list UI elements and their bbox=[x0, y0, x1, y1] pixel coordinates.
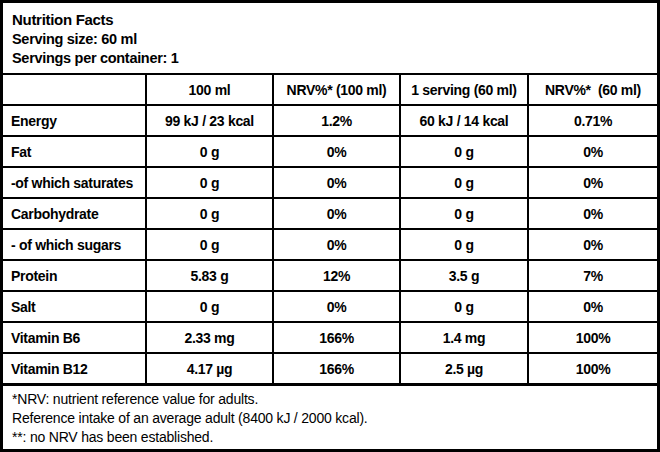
nutrition-facts-title: Nutrition Facts bbox=[12, 10, 648, 30]
table-row-sugars: - of which sugars 0 g 0% 0 g 0% bbox=[3, 229, 657, 260]
value-100ml: 0 g bbox=[146, 198, 273, 229]
label-header: Nutrition Facts Serving size: 60 ml Serv… bbox=[3, 3, 657, 75]
value-nrv-100ml: 1.2% bbox=[273, 105, 400, 136]
value-nrv-serving: 100% bbox=[528, 322, 657, 353]
value-100ml: 0 g bbox=[146, 167, 273, 198]
table-row-saturates: -of which saturates 0 g 0% 0 g 0% bbox=[3, 167, 657, 198]
value-100ml: 0 g bbox=[146, 229, 273, 260]
value-serving: 0 g bbox=[400, 291, 528, 322]
value-100ml: 99 kJ / 23 kcal bbox=[146, 105, 273, 136]
value-nrv-serving: 0% bbox=[528, 136, 657, 167]
row-label: Carbohydrate bbox=[3, 198, 146, 229]
table-row-vitamin-b12: Vitamin B12 4.17 µg 166% 2.5 µg 100% bbox=[3, 353, 657, 383]
value-nrv-serving: 7% bbox=[528, 260, 657, 291]
value-serving: 0 g bbox=[400, 229, 528, 260]
column-header-nutrient bbox=[3, 75, 146, 105]
value-nrv-100ml: 0% bbox=[273, 291, 400, 322]
footnote-no-nrv: **: no NRV has been established. bbox=[12, 428, 648, 447]
value-nrv-100ml: 0% bbox=[273, 198, 400, 229]
value-serving: 0 g bbox=[400, 167, 528, 198]
row-label: Energy bbox=[3, 105, 146, 136]
row-label: - of which sugars bbox=[3, 229, 146, 260]
footnote-nrv-definition: *NRV: nutrient reference value for adult… bbox=[12, 390, 648, 409]
value-serving: 2.5 µg bbox=[400, 353, 528, 383]
nutrition-facts-label: Nutrition Facts Serving size: 60 ml Serv… bbox=[0, 0, 660, 452]
table-row-fat: Fat 0 g 0% 0 g 0% bbox=[3, 136, 657, 167]
column-header-nrv-100ml: NRV%* (100 ml) bbox=[273, 75, 400, 105]
value-nrv-serving: 0.71% bbox=[528, 105, 657, 136]
row-label: Vitamin B6 bbox=[3, 322, 146, 353]
column-header-serving: 1 serving (60 ml) bbox=[400, 75, 528, 105]
value-nrv-serving: 0% bbox=[528, 291, 657, 322]
column-header-row: 100 ml NRV%* (100 ml) 1 serving (60 ml) … bbox=[3, 75, 657, 105]
value-serving: 3.5 g bbox=[400, 260, 528, 291]
row-label: Salt bbox=[3, 291, 146, 322]
value-nrv-serving: 0% bbox=[528, 229, 657, 260]
value-nrv-100ml: 12% bbox=[273, 260, 400, 291]
value-100ml: 2.33 mg bbox=[146, 322, 273, 353]
value-100ml: 0 g bbox=[146, 136, 273, 167]
footnotes-block: *NRV: nutrient reference value for adult… bbox=[3, 383, 657, 451]
value-serving: 0 g bbox=[400, 136, 528, 167]
column-header-nrv-serving: NRV%* (60 ml) bbox=[528, 75, 657, 105]
servings-per-container-line: Servings per container: 1 bbox=[12, 49, 648, 68]
value-nrv-100ml: 166% bbox=[273, 353, 400, 383]
table-row-protein: Protein 5.83 g 12% 3.5 g 7% bbox=[3, 260, 657, 291]
table-row-salt: Salt 0 g 0% 0 g 0% bbox=[3, 291, 657, 322]
value-nrv-100ml: 0% bbox=[273, 229, 400, 260]
value-serving: 0 g bbox=[400, 198, 528, 229]
value-100ml: 0 g bbox=[146, 291, 273, 322]
row-label: Vitamin B12 bbox=[3, 353, 146, 383]
value-serving: 1.4 mg bbox=[400, 322, 528, 353]
nutrition-table: 100 ml NRV%* (100 ml) 1 serving (60 ml) … bbox=[3, 75, 657, 383]
value-nrv-100ml: 0% bbox=[273, 167, 400, 198]
value-nrv-serving: 0% bbox=[528, 167, 657, 198]
table-row-energy: Energy 99 kJ / 23 kcal 1.2% 60 kJ / 14 k… bbox=[3, 105, 657, 136]
value-nrv-100ml: 0% bbox=[273, 136, 400, 167]
footnote-reference-intake: Reference intake of an average adult (84… bbox=[12, 409, 648, 428]
value-100ml: 4.17 µg bbox=[146, 353, 273, 383]
serving-size-line: Serving size: 60 ml bbox=[12, 30, 648, 49]
value-nrv-serving: 100% bbox=[528, 353, 657, 383]
row-label: Protein bbox=[3, 260, 146, 291]
value-nrv-serving: 0% bbox=[528, 198, 657, 229]
value-nrv-100ml: 166% bbox=[273, 322, 400, 353]
row-label: Fat bbox=[3, 136, 146, 167]
column-header-100ml: 100 ml bbox=[146, 75, 273, 105]
table-row-carbohydrate: Carbohydrate 0 g 0% 0 g 0% bbox=[3, 198, 657, 229]
value-serving: 60 kJ / 14 kcal bbox=[400, 105, 528, 136]
row-label: -of which saturates bbox=[3, 167, 146, 198]
table-row-vitamin-b6: Vitamin B6 2.33 mg 166% 1.4 mg 100% bbox=[3, 322, 657, 353]
value-100ml: 5.83 g bbox=[146, 260, 273, 291]
